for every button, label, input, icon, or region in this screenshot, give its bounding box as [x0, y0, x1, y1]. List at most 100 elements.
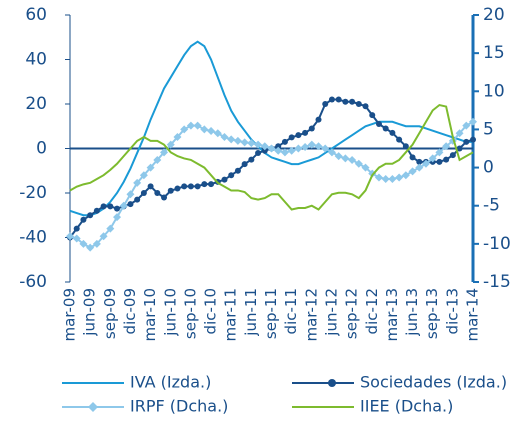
series-marker — [133, 178, 142, 187]
series-marker — [240, 138, 249, 147]
series-marker — [99, 232, 108, 241]
series-marker — [401, 171, 410, 180]
x-tick-label: mar-12 — [302, 288, 320, 342]
series-marker — [241, 161, 248, 168]
series-marker — [415, 163, 424, 172]
y-tick-label: 60 — [25, 5, 47, 25]
x-tick-label: mar-11 — [222, 288, 240, 342]
series-marker — [389, 129, 396, 136]
series-marker — [100, 203, 107, 210]
series-marker — [328, 96, 335, 103]
y-tick-label: -60 — [19, 272, 47, 292]
series-marker — [307, 140, 316, 149]
series-marker — [248, 156, 255, 163]
series-marker — [455, 129, 464, 138]
series-marker — [315, 116, 322, 123]
series-marker — [153, 155, 162, 164]
y2-tick-label: 15 — [483, 43, 505, 63]
series-marker — [114, 205, 121, 212]
series-marker — [208, 181, 215, 188]
series-marker — [280, 148, 289, 157]
x-tick-label: dic-13 — [443, 288, 461, 334]
x-tick-label: jun-12 — [322, 288, 340, 337]
series-marker — [194, 183, 201, 190]
series-marker — [147, 183, 154, 190]
series-marker — [146, 163, 155, 172]
x-tick-label: sep-09 — [101, 288, 119, 339]
series-marker — [443, 156, 450, 163]
series-marker — [233, 136, 242, 145]
series-marker — [93, 207, 100, 214]
x-tick-label: jun-13 — [403, 288, 421, 337]
x-tick-label: dic-11 — [282, 288, 300, 334]
series-marker — [301, 142, 310, 151]
series-marker — [287, 146, 296, 155]
series-marker — [173, 133, 182, 142]
series-marker — [382, 125, 389, 132]
series-marker — [354, 159, 363, 168]
series-marker — [369, 112, 376, 119]
y-tick-label: -20 — [19, 183, 47, 203]
series-line — [69, 120, 474, 249]
y-tick-label: 40 — [25, 50, 47, 70]
series-marker — [247, 139, 256, 148]
series-marker — [261, 147, 268, 154]
series-marker — [73, 225, 80, 232]
series-marker — [92, 239, 101, 248]
x-tick-label: mar-14 — [464, 288, 482, 342]
series-marker — [119, 201, 128, 210]
series-line — [69, 40, 473, 217]
x-tick-label: mar-09 — [61, 288, 79, 342]
series-marker — [469, 117, 477, 126]
series-marker — [334, 152, 343, 161]
series-marker — [154, 190, 161, 196]
series-marker — [161, 194, 168, 201]
series-marker — [255, 149, 262, 156]
series-marker — [463, 138, 470, 145]
series-marker — [348, 155, 357, 164]
y2-tick-label: -5 — [483, 196, 500, 216]
series-marker — [72, 234, 81, 243]
series-marker — [388, 175, 397, 184]
series-marker — [180, 125, 189, 134]
legend-label: IRPF (Dcha.) — [130, 397, 228, 416]
legend-label: Sociedades (Izda.) — [360, 373, 507, 392]
series-marker — [267, 144, 276, 153]
series-marker — [201, 181, 208, 188]
x-tick-label: sep-11 — [262, 288, 280, 339]
y-tick-label: 20 — [25, 94, 47, 114]
series-marker — [227, 135, 236, 144]
series-marker — [321, 144, 330, 153]
series-marker — [421, 159, 430, 168]
series-marker — [126, 190, 135, 199]
series-marker — [79, 239, 88, 248]
legend-label: IVA (Izda.) — [130, 373, 211, 392]
y2-tick-label: 0 — [483, 158, 494, 178]
series-marker — [302, 129, 309, 136]
y2-tick-label: -10 — [483, 234, 511, 254]
series-marker — [106, 224, 115, 233]
series-marker — [436, 158, 443, 165]
series-marker — [274, 146, 283, 155]
x-tick-label: sep-12 — [343, 288, 361, 339]
series-marker — [416, 158, 423, 165]
series-marker — [275, 143, 282, 150]
series-marker — [80, 216, 87, 223]
series-marker — [260, 142, 269, 151]
series-marker — [193, 121, 202, 130]
series-line — [69, 103, 474, 211]
series-marker — [342, 98, 349, 105]
series-marker — [341, 154, 350, 163]
series-marker — [314, 142, 323, 151]
x-tick-label: sep-10 — [181, 288, 199, 339]
series-marker — [228, 172, 235, 179]
series-marker — [295, 132, 302, 139]
series-marker — [396, 136, 403, 143]
y-tick-label: -40 — [19, 228, 47, 248]
series-marker — [127, 201, 134, 208]
x-tick-label: jun-09 — [81, 288, 99, 337]
x-tick-label: mar-10 — [141, 288, 159, 342]
series-marker — [355, 101, 362, 107]
series-marker — [221, 176, 228, 183]
